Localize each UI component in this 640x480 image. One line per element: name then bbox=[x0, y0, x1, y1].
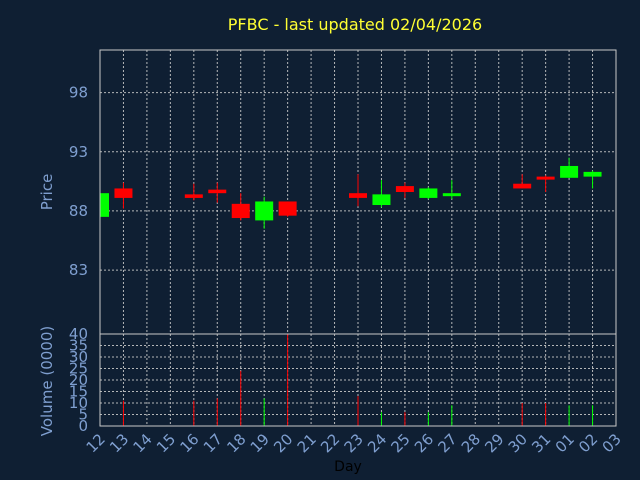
candle-body bbox=[184, 194, 203, 198]
price-tick-label: 98 bbox=[69, 84, 88, 102]
candle-body bbox=[255, 201, 274, 221]
x-tick-label: 28 bbox=[458, 430, 484, 456]
x-tick-label: 26 bbox=[411, 430, 437, 456]
price-candles bbox=[99, 157, 602, 229]
candle-body bbox=[208, 189, 227, 194]
volume-tick-label: 10 bbox=[69, 394, 88, 412]
candle-body bbox=[442, 193, 461, 197]
x-tick-label: 29 bbox=[481, 430, 507, 456]
x-tick-label: 15 bbox=[153, 430, 179, 456]
volume-bars bbox=[122, 334, 594, 426]
x-tick-label: 22 bbox=[317, 430, 343, 456]
candle-body bbox=[278, 201, 297, 216]
candle-body bbox=[513, 183, 532, 189]
volume-panel-frame bbox=[99, 333, 617, 427]
x-tick-label: 31 bbox=[528, 430, 554, 456]
candle-body bbox=[114, 188, 133, 198]
volume-tick-label: 15 bbox=[69, 383, 88, 401]
x-tick-label: 24 bbox=[364, 430, 390, 456]
price-grid bbox=[100, 50, 616, 334]
candle-body bbox=[372, 194, 391, 206]
candle-body bbox=[583, 171, 602, 177]
x-tick-label: 23 bbox=[341, 430, 367, 456]
x-tick-label: 19 bbox=[247, 430, 273, 456]
candle-body bbox=[560, 165, 579, 178]
candle-body bbox=[395, 186, 414, 192]
price-panel: 83 88 93 98 Price bbox=[38, 49, 617, 335]
candle-body bbox=[100, 193, 109, 217]
x-axis-ticks: 1213141516171819202122232425262728293031… bbox=[83, 430, 625, 456]
x-tick-label: 01 bbox=[552, 430, 578, 456]
x-tick-label: 13 bbox=[106, 430, 132, 456]
x-tick-label: 16 bbox=[176, 430, 202, 456]
x-tick-label: 17 bbox=[200, 430, 226, 456]
price-y-ticks: 83 88 93 98 bbox=[69, 84, 88, 280]
price-tick-label: 93 bbox=[69, 143, 88, 161]
candle-body bbox=[536, 176, 555, 180]
x-tick-label: 14 bbox=[130, 430, 156, 456]
candle-body bbox=[419, 188, 438, 198]
volume-tick-label: 35 bbox=[69, 337, 88, 355]
volume-axis-label: Volume (0000) bbox=[38, 326, 56, 436]
x-tick-label: 20 bbox=[270, 430, 296, 456]
chart-title: PFBC - last updated 02/04/2026 bbox=[228, 15, 482, 34]
x-tick-label: 30 bbox=[505, 430, 531, 456]
volume-tick-label: 25 bbox=[69, 360, 88, 378]
x-tick-label: 27 bbox=[434, 430, 460, 456]
volume-tick-label: 5 bbox=[78, 406, 88, 424]
x-tick-label: 02 bbox=[575, 430, 601, 456]
x-tick-label: 18 bbox=[223, 430, 249, 456]
x-tick-label: 21 bbox=[294, 430, 320, 456]
volume-tick-label: 40 bbox=[69, 325, 88, 343]
volume-tick-label: 0 bbox=[78, 417, 88, 435]
x-tick-label: 03 bbox=[599, 430, 625, 456]
price-tick-label: 88 bbox=[69, 202, 88, 220]
volume-tick-label: 30 bbox=[69, 348, 88, 366]
x-axis-label: Day bbox=[334, 459, 362, 475]
price-axis-label: Price bbox=[38, 174, 56, 211]
x-tick-label: 25 bbox=[388, 430, 414, 456]
volume-tick-label: 20 bbox=[69, 371, 88, 389]
candle-body bbox=[231, 203, 250, 219]
price-tick-label: 83 bbox=[69, 261, 88, 279]
candle-body bbox=[349, 193, 367, 198]
